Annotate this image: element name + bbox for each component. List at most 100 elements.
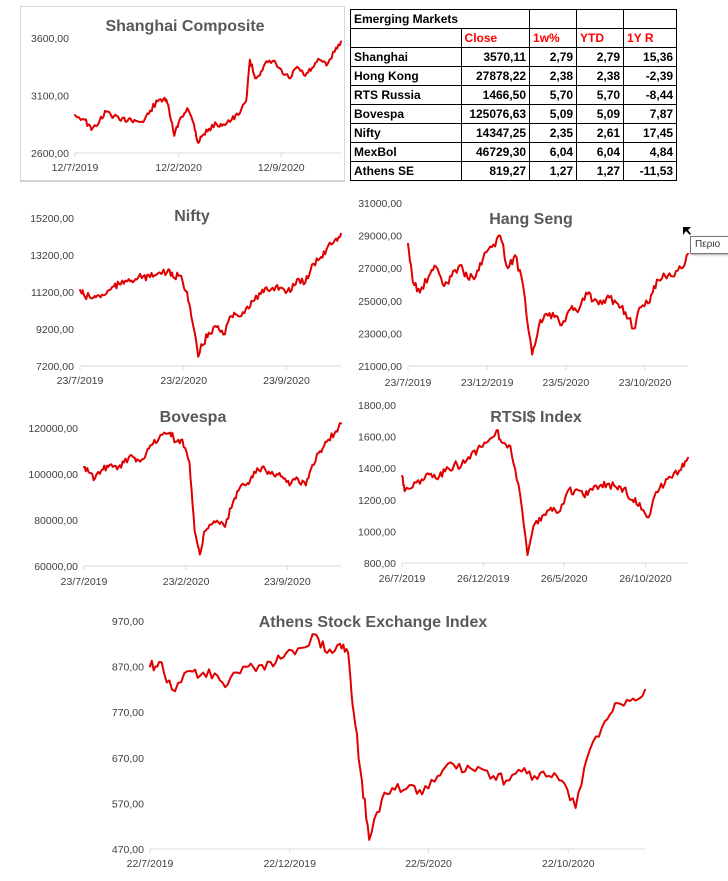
- y-tick-label: 1800,00: [358, 400, 396, 412]
- cell-1y: 15,36: [623, 47, 678, 67]
- y-tick-label: 9200,00: [36, 324, 74, 336]
- x-tick-label: 12/2/2020: [155, 162, 202, 174]
- y-tick-label: 1600,00: [358, 432, 396, 444]
- table-row: Athens SE 819,27 1,27 1,27 -11,53: [350, 161, 678, 181]
- x-tick-label: 23/9/2020: [263, 375, 310, 387]
- series-line: [79, 232, 342, 358]
- x-tick-label: 26/7/2019: [379, 573, 426, 585]
- x-tick-label: 23/9/2020: [264, 576, 311, 588]
- chart-title: Athens Stock Exchange Index: [259, 614, 488, 631]
- x-tick-label: 23/7/2019: [57, 375, 104, 387]
- cell-1y: -8,44: [623, 85, 678, 105]
- series-line: [401, 429, 689, 557]
- cell-1w: 2,35: [529, 123, 578, 143]
- y-tick-label: 27000,00: [358, 263, 402, 275]
- y-tick-label: 80000,00: [34, 515, 78, 527]
- cell-close: 125076,63: [460, 104, 531, 124]
- chart-title: Shanghai Composite: [105, 18, 264, 35]
- series-line: [74, 40, 342, 144]
- x-tick-label: 26/12/2019: [457, 573, 510, 585]
- shanghai-chart-frame: [20, 6, 345, 182]
- table-title-row: Emerging Markets: [350, 9, 678, 29]
- y-tick-label: 570,00: [112, 798, 144, 810]
- header-cell: 1w%: [529, 28, 578, 48]
- y-tick-label: 1000,00: [358, 526, 396, 538]
- x-tick-label: 23/10/2020: [619, 377, 672, 389]
- y-tick-label: 2600,00: [31, 148, 69, 160]
- chart-title: Nifty: [174, 208, 210, 225]
- cell-1y: -2,39: [623, 66, 678, 86]
- cell-ytd: 1,27: [576, 161, 625, 181]
- x-tick-label: 22/10/2020: [542, 858, 595, 870]
- y-tick-label: 800,00: [364, 558, 396, 570]
- index-name: Shanghai: [350, 47, 462, 67]
- table-row: Shanghai 3570,11 2,79 2,79 15,36: [350, 47, 678, 67]
- y-tick-label: 3600,00: [31, 33, 69, 45]
- y-tick-label: 100000,00: [28, 469, 78, 481]
- cell-1w: 2,79: [529, 47, 578, 67]
- x-tick-label: 26/10/2020: [619, 573, 672, 585]
- cursor-arrow-icon: [683, 227, 691, 235]
- index-name: Athens SE: [350, 161, 462, 181]
- chart-title: RTSI$ Index: [490, 409, 582, 426]
- cell-1w: 1,27: [529, 161, 578, 181]
- y-tick-label: 25000,00: [358, 296, 402, 308]
- x-tick-label: 23/2/2020: [160, 375, 207, 387]
- rtsi-chart: RTSI$ Index 800,00 1000,00 1200,00 1400,00 16…: [358, 400, 689, 585]
- y-tick-label: 60000,00: [34, 561, 78, 573]
- y-tick-label: 770,00: [112, 707, 144, 719]
- nifty-chart: Nifty 7200,00 9200,00 11200,00 13200,00 15200…: [0, 0, 350, 395]
- shanghai-chart: Shanghai Composite 2600,00 3100,00 3600,00 1…: [0, 0, 342, 185]
- cell-close: 819,27: [460, 161, 531, 181]
- x-tick-label: 23/5/2020: [542, 377, 589, 389]
- x-tick-label: 22/5/2020: [405, 858, 452, 870]
- chart-svg: Shanghai Composite 2600,00 3100,00 3600,00 1…: [31, 18, 342, 174]
- table-row: Bovespa 125076,63 5,09 5,09 7,87: [350, 104, 678, 124]
- y-tick-label: 29000,00: [358, 231, 402, 243]
- chart-svg: Bovespa 60000,00 80000,00 100000,00 120000,0…: [28, 409, 342, 588]
- y-tick-label: 7200,00: [36, 361, 74, 373]
- cell-1y: 4,84: [623, 142, 678, 162]
- y-tick-label: 970,00: [112, 616, 144, 628]
- x-tick-label: 23/2/2020: [163, 576, 210, 588]
- series-line: [407, 234, 689, 356]
- index-name: Hong Kong: [350, 66, 462, 86]
- y-tick-label: 3100,00: [31, 91, 69, 103]
- chart-svg: RTSI$ Index 800,00 1000,00 1200,00 1400,00 16…: [358, 400, 689, 585]
- y-tick-label: 23000,00: [358, 328, 402, 340]
- cell-1w: 5,09: [529, 104, 578, 124]
- table-title: Emerging Markets: [350, 9, 462, 29]
- y-tick-label: 1200,00: [358, 495, 396, 507]
- bovespa-chart: Bovespa 60000,00 80000,00 100000,00 120000,0…: [0, 0, 350, 595]
- x-tick-label: 23/7/2019: [61, 576, 108, 588]
- x-tick-label: 12/7/2019: [52, 162, 99, 174]
- y-tick-label: 13200,00: [30, 250, 74, 262]
- series-line: [83, 422, 342, 556]
- x-tick-label: 23/7/2019: [385, 377, 432, 389]
- x-tick-label: 12/9/2020: [258, 162, 305, 174]
- chart-svg: Hang Seng 21000,00 23000,00 25000,00 27000,0…: [358, 198, 689, 389]
- x-tick-label: 22/12/2019: [263, 858, 316, 870]
- emerging-markets-table: Emerging Markets Close 1w% YTD 1Y R Shan…: [350, 9, 678, 181]
- tooltip: Περιο: [690, 236, 728, 254]
- y-tick-label: 120000,00: [28, 423, 78, 435]
- y-tick-label: 21000,00: [358, 361, 402, 373]
- y-tick-label: 670,00: [112, 753, 144, 765]
- chart-svg: Nifty 7200,00 9200,00 11200,00 13200,00 15200…: [30, 208, 342, 387]
- y-tick-label: 1400,00: [358, 463, 396, 475]
- header-cell: 1Y R: [623, 28, 678, 48]
- chart-title: Bovespa: [160, 409, 227, 426]
- y-tick-label: 11200,00: [31, 287, 74, 299]
- cell-close: 1466,50: [460, 85, 531, 105]
- hang-seng-chart: Hang Seng 21000,00 23000,00 25000,00 27000,0…: [0, 0, 728, 395]
- x-tick-label: 26/5/2020: [541, 573, 588, 585]
- table-row: Hong Kong 27878,22 2,38 2,38 -2,39: [350, 66, 678, 86]
- index-name: Nifty: [350, 123, 462, 143]
- series-line: [149, 633, 646, 841]
- cell-ytd: 6,04: [576, 142, 625, 162]
- table-row: Nifty 14347,25 2,35 2,61 17,45: [350, 123, 678, 143]
- y-tick-label: 15200,00: [30, 213, 74, 225]
- x-tick-label: 23/12/2019: [461, 377, 514, 389]
